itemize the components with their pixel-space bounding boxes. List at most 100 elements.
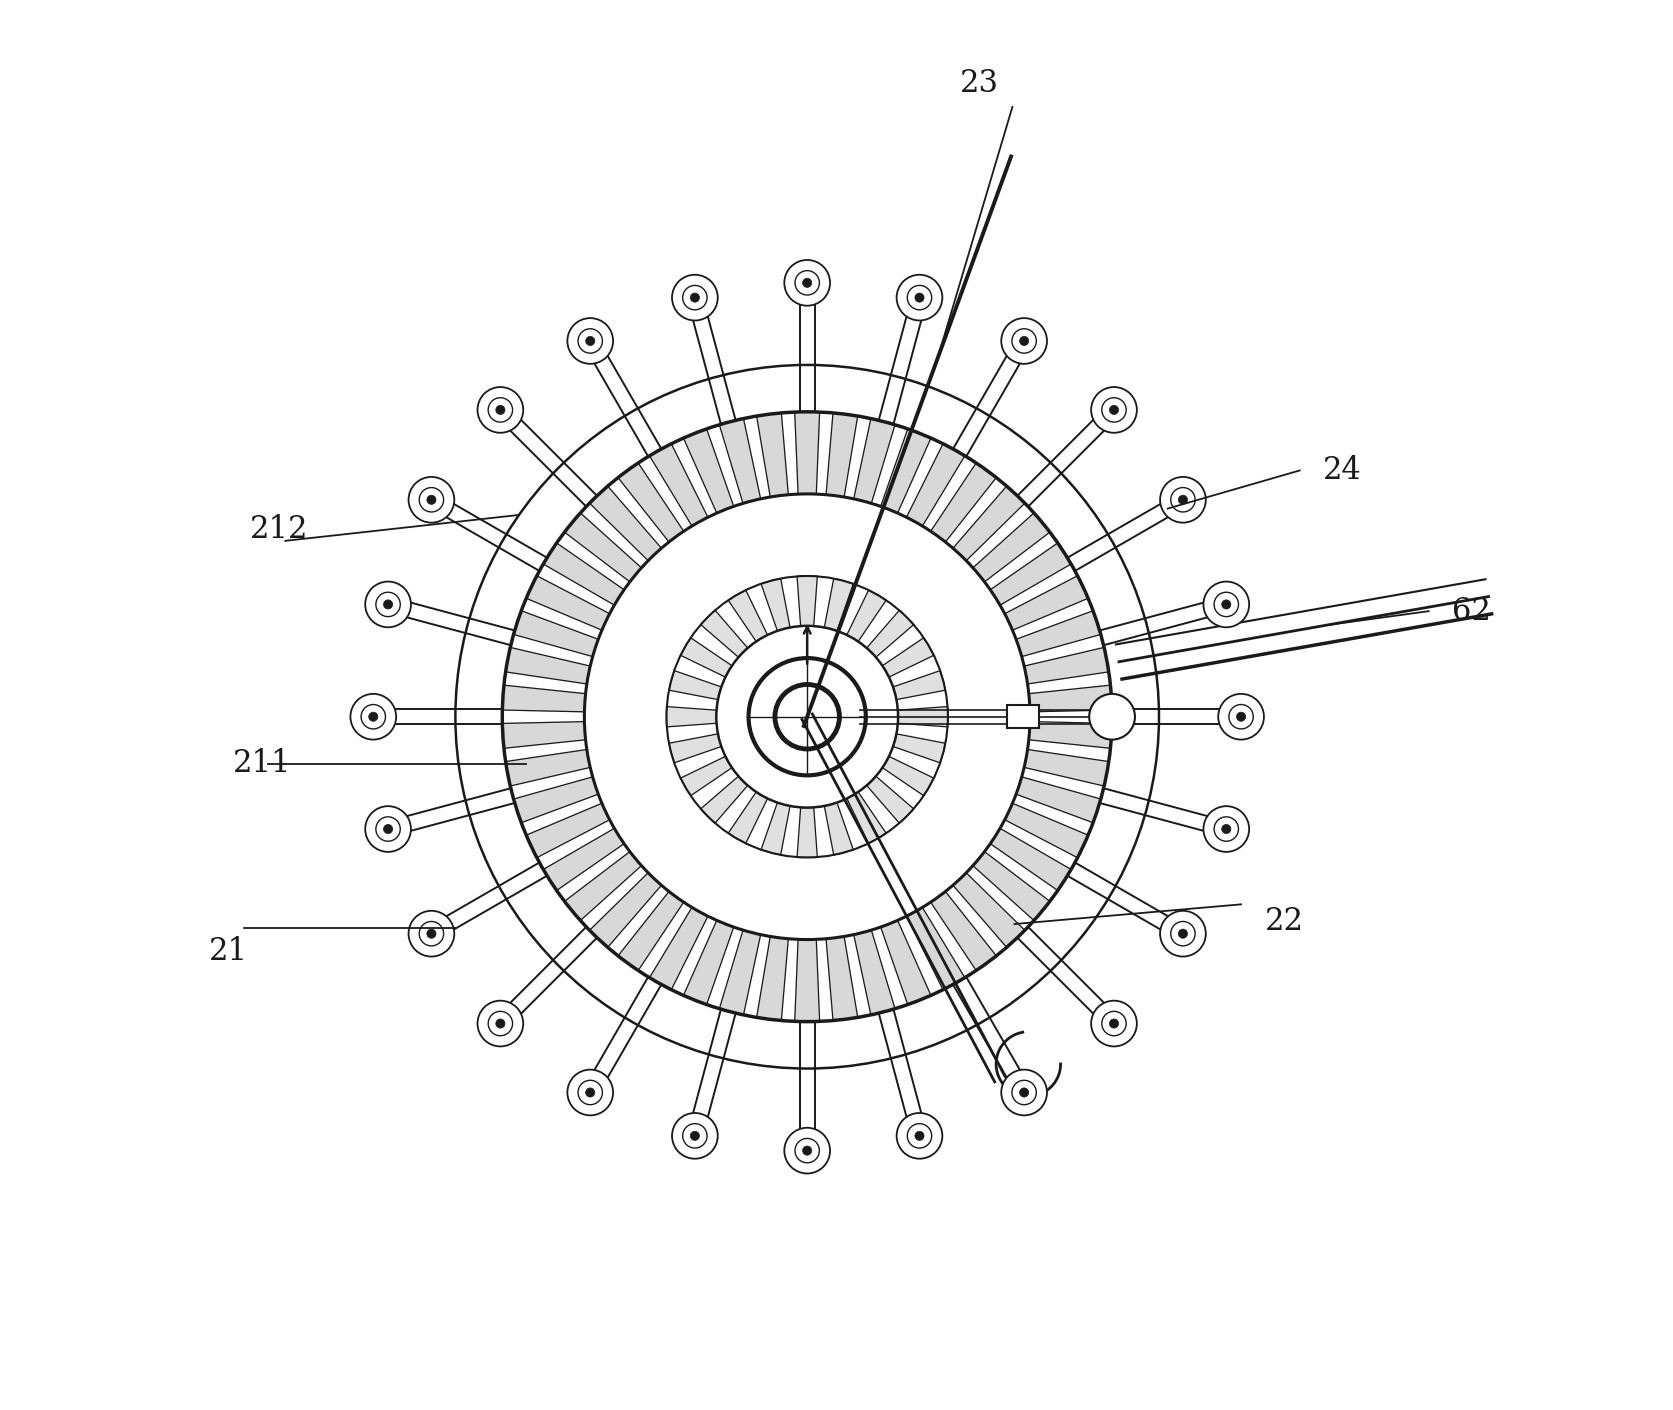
Polygon shape <box>564 513 641 582</box>
Polygon shape <box>684 921 734 1004</box>
Polygon shape <box>761 802 790 854</box>
Polygon shape <box>386 788 515 836</box>
Polygon shape <box>825 578 853 630</box>
Polygon shape <box>728 591 768 642</box>
Polygon shape <box>930 891 997 970</box>
Polygon shape <box>669 671 721 699</box>
Circle shape <box>691 1131 699 1141</box>
FancyBboxPatch shape <box>1007 705 1039 729</box>
Circle shape <box>803 278 811 288</box>
Circle shape <box>376 592 400 616</box>
Circle shape <box>495 1019 505 1028</box>
Circle shape <box>1178 929 1188 938</box>
Polygon shape <box>669 733 721 763</box>
Circle shape <box>579 1080 602 1104</box>
Polygon shape <box>386 596 515 646</box>
Polygon shape <box>930 462 997 541</box>
Polygon shape <box>974 513 1051 582</box>
Circle shape <box>1103 1011 1126 1036</box>
Circle shape <box>1178 495 1188 505</box>
Circle shape <box>567 319 612 364</box>
Circle shape <box>1000 319 1047 364</box>
Polygon shape <box>882 637 934 677</box>
Polygon shape <box>974 852 1051 921</box>
Polygon shape <box>761 578 790 630</box>
Polygon shape <box>505 647 591 684</box>
Circle shape <box>420 488 443 512</box>
Polygon shape <box>589 486 661 561</box>
Circle shape <box>683 285 708 310</box>
Circle shape <box>1019 337 1029 345</box>
Polygon shape <box>505 750 591 785</box>
Polygon shape <box>514 611 599 657</box>
Circle shape <box>477 388 524 433</box>
Circle shape <box>897 1112 942 1159</box>
Polygon shape <box>756 413 788 496</box>
Polygon shape <box>800 283 815 412</box>
Text: 24: 24 <box>1323 455 1362 486</box>
Circle shape <box>673 275 718 320</box>
Polygon shape <box>796 808 818 857</box>
Circle shape <box>408 477 455 523</box>
Circle shape <box>1171 488 1195 512</box>
Circle shape <box>1109 1019 1119 1028</box>
Circle shape <box>383 825 393 833</box>
Circle shape <box>427 929 437 938</box>
Polygon shape <box>825 802 853 854</box>
Polygon shape <box>701 611 748 657</box>
Circle shape <box>1215 816 1238 842</box>
Polygon shape <box>826 936 858 1021</box>
Circle shape <box>495 405 505 415</box>
Text: 22: 22 <box>1265 907 1303 938</box>
Polygon shape <box>649 908 708 990</box>
Polygon shape <box>495 405 597 506</box>
Circle shape <box>489 1011 512 1036</box>
Circle shape <box>365 581 412 627</box>
Circle shape <box>361 705 385 729</box>
Polygon shape <box>756 936 788 1021</box>
Circle shape <box>1171 922 1195 946</box>
Circle shape <box>683 1124 708 1148</box>
Polygon shape <box>893 671 945 699</box>
Polygon shape <box>795 412 820 494</box>
Polygon shape <box>527 575 609 630</box>
Polygon shape <box>893 733 945 763</box>
Circle shape <box>1000 1070 1047 1115</box>
Polygon shape <box>1005 804 1087 857</box>
Polygon shape <box>796 577 818 626</box>
Circle shape <box>915 293 923 302</box>
Circle shape <box>579 329 602 352</box>
Circle shape <box>1159 477 1206 523</box>
Polygon shape <box>1029 685 1113 712</box>
Circle shape <box>1091 388 1138 433</box>
Circle shape <box>1236 712 1246 722</box>
Polygon shape <box>495 926 597 1029</box>
Polygon shape <box>1113 709 1241 725</box>
Circle shape <box>1091 1001 1138 1046</box>
Polygon shape <box>544 543 624 605</box>
Circle shape <box>1159 911 1206 956</box>
Polygon shape <box>649 444 708 526</box>
Circle shape <box>803 1146 811 1155</box>
Polygon shape <box>867 776 913 823</box>
Circle shape <box>368 712 378 722</box>
Circle shape <box>691 293 699 302</box>
Polygon shape <box>847 792 887 843</box>
Circle shape <box>1230 705 1253 729</box>
Circle shape <box>376 816 400 842</box>
Circle shape <box>1215 592 1238 616</box>
Polygon shape <box>1029 722 1113 749</box>
Polygon shape <box>428 493 547 571</box>
Polygon shape <box>666 706 716 726</box>
Polygon shape <box>867 611 913 657</box>
Polygon shape <box>954 337 1031 457</box>
Polygon shape <box>684 429 734 513</box>
Polygon shape <box>1017 405 1119 506</box>
Circle shape <box>1103 398 1126 422</box>
Circle shape <box>897 275 942 320</box>
Polygon shape <box>688 296 736 424</box>
Text: 62: 62 <box>1452 595 1491 626</box>
Circle shape <box>477 1001 524 1046</box>
Polygon shape <box>907 444 965 526</box>
Polygon shape <box>1099 788 1228 836</box>
